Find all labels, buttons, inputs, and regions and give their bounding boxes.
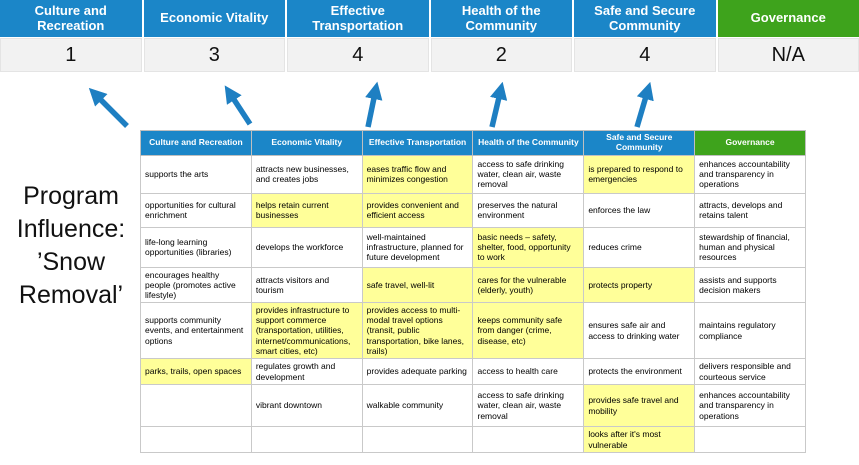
summary-header-1: Economic Vitality	[143, 0, 285, 37]
matrix-cell-r6-c1: vibrant downtown	[250, 384, 363, 428]
summary-header-3: Health of the Community	[430, 0, 572, 37]
matrix-cell-r5-c3: access to health care	[472, 358, 585, 386]
matrix-cell-r5-c5: delivers responsible and courteous servi…	[694, 358, 806, 386]
matrix-cell-r5-c4: protects the environment	[583, 358, 696, 386]
matrix-header-3: Health of the Community	[472, 130, 585, 156]
matrix-cell-r7-c3	[472, 426, 585, 454]
matrix-cell-r3-c5: assists and supports decision makers	[694, 266, 806, 304]
matrix-cell-r0-c4: is prepared to respond to emergencies	[583, 154, 696, 194]
summary-header-4: Safe and Secure Community	[574, 0, 716, 37]
matrix-cell-r1-c1: helps retain current businesses	[250, 192, 363, 228]
matrix-cell-r6-c0	[140, 384, 252, 428]
matrix-cell-r6-c5: enhances accountability and transparency…	[694, 384, 806, 428]
matrix-cell-r5-c1: regulates growth and development	[250, 358, 363, 386]
matrix-cell-r1-c0: opportunities for cultural enrichment	[140, 192, 252, 228]
matrix-cell-r6-c3: access to safe drinking water, clean air…	[472, 384, 585, 428]
matrix-cell-r2-c3: basic needs – safety, shelter, food, opp…	[472, 226, 585, 268]
matrix-header-2: Effective Transportation	[361, 130, 474, 156]
matrix-cell-r2-c2: well-maintained infrastructure, planned …	[361, 226, 474, 268]
summary-header-0: Culture and Recreation	[0, 0, 142, 37]
matrix-row-5: parks, trails, open spaces regulates grow…	[140, 358, 806, 386]
influence-matrix: Culture and Recreation Economic Vitality E…	[140, 130, 806, 454]
matrix-header-0: Culture and Recreation	[140, 130, 252, 156]
matrix-cell-r7-c2	[361, 426, 474, 454]
summary-header-row: Culture and Recreation Economic Vitality E…	[0, 0, 859, 37]
matrix-cell-r0-c3: access to safe drinking water, clean air…	[472, 154, 585, 194]
matrix-header-5: Governance	[694, 130, 806, 156]
matrix-row-4: supports community events, and entertain…	[140, 302, 806, 360]
matrix-row-6: vibrant downtown walkable community access…	[140, 384, 806, 428]
influence-arrow-icon	[489, 81, 508, 128]
matrix-cell-r4-c5: maintains regulatory compliance	[694, 302, 806, 360]
matrix-cell-r4-c4: ensures safe air and access to drinking …	[583, 302, 696, 360]
matrix-cell-r1-c4: enforces the law	[583, 192, 696, 228]
summary-score-0: 1	[0, 38, 142, 72]
matrix-cell-r5-c2: provides adequate parking	[361, 358, 474, 386]
summary-score-5: N/A	[717, 38, 859, 72]
matrix-header-row: Culture and Recreation Economic Vitality E…	[140, 130, 806, 156]
matrix-cell-r6-c2: walkable community	[361, 384, 474, 428]
summary-header-5: Governance	[717, 0, 859, 37]
matrix-cell-r4-c3: keeps community safe from danger (crime,…	[472, 302, 585, 360]
matrix-cell-r4-c2: provides access to multi-modal travel op…	[361, 302, 474, 360]
summary-score-1: 3	[143, 38, 285, 72]
matrix-header-4: Safe and Secure Community	[583, 130, 696, 156]
matrix-row-1: opportunities for cultural enrichment hel…	[140, 192, 806, 228]
matrix-cell-r3-c3: cares for the vulnerable (elderly, youth…	[472, 266, 585, 304]
matrix-row-7: looks after it's most vulnerable	[140, 426, 806, 454]
matrix-cell-r4-c0: supports community events, and entertain…	[140, 302, 252, 360]
matrix-cell-r0-c0: supports the arts	[140, 154, 252, 194]
matrix-cell-r7-c1	[250, 426, 363, 454]
matrix-cell-r6-c4: provides safe travel and mobility	[583, 384, 696, 428]
matrix-cell-r3-c2: safe travel, well-lit	[361, 266, 474, 304]
matrix-cell-r2-c0: life-long learning opportunities (librar…	[140, 226, 252, 268]
matrix-row-0: supports the arts attracts new businesses…	[140, 154, 806, 194]
matrix-cell-r2-c1: develops the workforce	[250, 226, 363, 268]
matrix-body: supports the arts attracts new businesses…	[140, 154, 806, 454]
matrix-cell-r2-c4: reduces crime	[583, 226, 696, 268]
matrix-cell-r7-c5	[694, 426, 806, 454]
matrix-cell-r4-c1: provides infrastructure to support comme…	[250, 302, 363, 360]
matrix-cell-r0-c2: eases traffic flow and minimizes congest…	[361, 154, 474, 194]
matrix-cell-r2-c5: stewardship of financial, human and phys…	[694, 226, 806, 268]
matrix-cell-r3-c4: protects property	[583, 266, 696, 304]
summary-score-row: 1 3 4 2 4 N/A	[0, 38, 859, 72]
summary-score-4: 4	[574, 38, 716, 72]
influence-arrow-icon	[224, 85, 253, 126]
matrix-cell-r1-c3: preserves the natural environment	[472, 192, 585, 228]
summary-score-3: 2	[430, 38, 572, 72]
matrix-row-2: life-long learning opportunities (librar…	[140, 226, 806, 268]
matrix-cell-r7-c0	[140, 426, 252, 454]
program-title: Program Influence: ’Snow Removal’	[16, 182, 126, 309]
matrix-cell-r1-c2: provides convenient and efficient access	[361, 192, 474, 228]
summary-header-2: Effective Transportation	[287, 0, 429, 37]
matrix-cell-r0-c5: enhances accountability and transparency…	[694, 154, 806, 194]
matrix-cell-r0-c1: attracts new businesses, and creates job…	[250, 154, 363, 194]
matrix-header-1: Economic Vitality	[250, 130, 363, 156]
influence-arrow-icon	[634, 81, 654, 128]
matrix-cell-r3-c1: attracts visitors and tourism	[250, 266, 363, 304]
matrix-cell-r1-c5: attracts, develops and retains talent	[694, 192, 806, 228]
matrix-cell-r7-c4: looks after it's most vulnerable	[583, 426, 696, 454]
matrix-row-3: encourages healthy people (promotes acti…	[140, 266, 806, 304]
summary-score-2: 4	[287, 38, 429, 72]
influence-arrow-icon	[88, 87, 129, 128]
influence-arrow-icon	[365, 81, 383, 128]
matrix-cell-r3-c0: encourages healthy people (promotes acti…	[140, 266, 252, 304]
matrix-cell-r5-c0: parks, trails, open spaces	[140, 358, 252, 386]
